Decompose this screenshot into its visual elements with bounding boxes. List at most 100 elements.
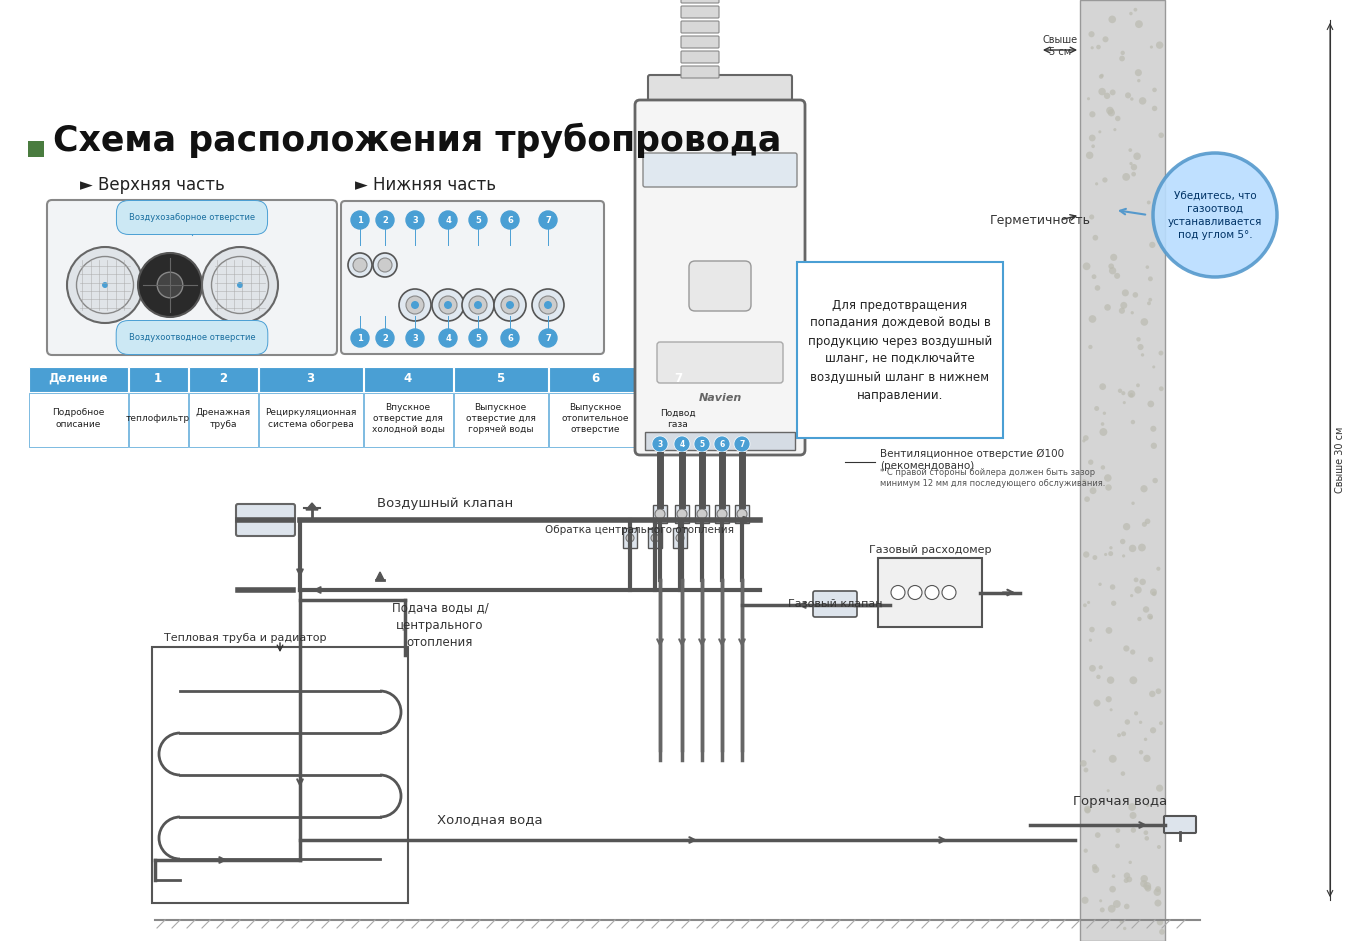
FancyBboxPatch shape: [152, 647, 407, 903]
Circle shape: [1139, 721, 1143, 724]
Circle shape: [1159, 351, 1163, 356]
Circle shape: [1083, 603, 1087, 607]
Circle shape: [1148, 657, 1153, 662]
Circle shape: [1108, 109, 1116, 117]
Circle shape: [67, 247, 143, 323]
Circle shape: [1109, 885, 1116, 892]
FancyBboxPatch shape: [813, 591, 857, 617]
Circle shape: [1130, 97, 1133, 101]
Circle shape: [500, 211, 519, 229]
Circle shape: [1129, 812, 1137, 819]
FancyBboxPatch shape: [128, 366, 188, 391]
Circle shape: [103, 282, 108, 288]
Circle shape: [1140, 880, 1148, 887]
Circle shape: [1083, 263, 1090, 270]
Circle shape: [1148, 297, 1152, 302]
FancyBboxPatch shape: [363, 366, 452, 391]
Circle shape: [1128, 803, 1136, 811]
Circle shape: [656, 509, 665, 519]
Text: Для предотвращения
попадания дождевой воды в
продукцию через воздушный
шланг, не: Для предотвращения попадания дождевой во…: [808, 298, 992, 402]
Text: 5: 5: [475, 215, 482, 225]
Circle shape: [237, 282, 243, 288]
Circle shape: [1103, 553, 1108, 556]
Text: Воздухозаборное отверстие: Воздухозаборное отверстие: [130, 213, 255, 222]
Circle shape: [1122, 927, 1126, 930]
Circle shape: [1130, 649, 1136, 655]
Circle shape: [1122, 289, 1129, 296]
Circle shape: [1156, 689, 1161, 694]
Circle shape: [1121, 772, 1125, 776]
Circle shape: [693, 436, 710, 452]
Text: 1: 1: [357, 215, 363, 225]
Circle shape: [1082, 439, 1086, 442]
Text: Тепловая труба и радиатор: Тепловая труба и радиатор: [163, 633, 326, 643]
FancyBboxPatch shape: [735, 505, 749, 523]
Text: Газовый клапан: Газовый клапан: [788, 599, 882, 609]
Circle shape: [1097, 45, 1101, 49]
Circle shape: [1109, 755, 1117, 763]
Circle shape: [1136, 337, 1141, 342]
Text: 3: 3: [657, 439, 662, 449]
Text: Выпускное
отопительное
отверстие: Выпускное отопительное отверстие: [561, 403, 629, 434]
Circle shape: [1159, 387, 1164, 391]
Circle shape: [1116, 828, 1120, 833]
Circle shape: [1121, 391, 1125, 395]
Circle shape: [652, 534, 660, 542]
Circle shape: [378, 258, 393, 272]
Circle shape: [1083, 805, 1091, 813]
Circle shape: [1108, 905, 1116, 913]
Circle shape: [1102, 37, 1109, 42]
Circle shape: [406, 211, 424, 229]
FancyBboxPatch shape: [681, 66, 719, 78]
Circle shape: [1130, 827, 1136, 833]
Circle shape: [438, 211, 457, 229]
Circle shape: [1085, 496, 1090, 502]
Circle shape: [1129, 677, 1137, 684]
Circle shape: [1156, 566, 1160, 571]
Circle shape: [1120, 56, 1125, 61]
Circle shape: [1148, 277, 1153, 281]
Circle shape: [1156, 41, 1163, 49]
Circle shape: [1110, 709, 1113, 711]
Circle shape: [1094, 699, 1101, 707]
Circle shape: [674, 436, 689, 452]
Circle shape: [1133, 578, 1139, 582]
Circle shape: [1152, 105, 1157, 111]
Circle shape: [1091, 864, 1097, 869]
Text: Холодная вода: Холодная вода: [437, 814, 542, 826]
Circle shape: [1089, 665, 1095, 672]
Circle shape: [1124, 646, 1129, 651]
Circle shape: [1153, 153, 1278, 277]
Circle shape: [1090, 487, 1097, 494]
Circle shape: [1109, 267, 1116, 275]
Text: 4: 4: [445, 215, 451, 225]
Circle shape: [1132, 172, 1136, 177]
FancyBboxPatch shape: [1164, 816, 1197, 833]
Circle shape: [1121, 731, 1126, 736]
FancyBboxPatch shape: [635, 100, 805, 455]
Circle shape: [1109, 263, 1114, 269]
Circle shape: [469, 329, 487, 347]
Circle shape: [1106, 106, 1114, 115]
Circle shape: [1089, 459, 1094, 465]
Circle shape: [348, 253, 372, 277]
FancyBboxPatch shape: [363, 392, 452, 446]
Circle shape: [1102, 411, 1106, 415]
Circle shape: [1149, 691, 1156, 697]
Circle shape: [1112, 600, 1117, 606]
Circle shape: [1094, 285, 1101, 291]
Circle shape: [432, 289, 464, 321]
Circle shape: [1137, 79, 1140, 83]
Circle shape: [677, 509, 687, 519]
Circle shape: [1089, 215, 1094, 219]
Circle shape: [1124, 878, 1129, 883]
Circle shape: [376, 329, 394, 347]
Circle shape: [1130, 164, 1137, 170]
Circle shape: [1153, 888, 1161, 896]
Circle shape: [1098, 130, 1101, 134]
Circle shape: [890, 585, 905, 599]
Text: 6: 6: [719, 439, 724, 449]
FancyBboxPatch shape: [681, 6, 719, 18]
FancyBboxPatch shape: [189, 392, 258, 446]
Circle shape: [942, 585, 956, 599]
